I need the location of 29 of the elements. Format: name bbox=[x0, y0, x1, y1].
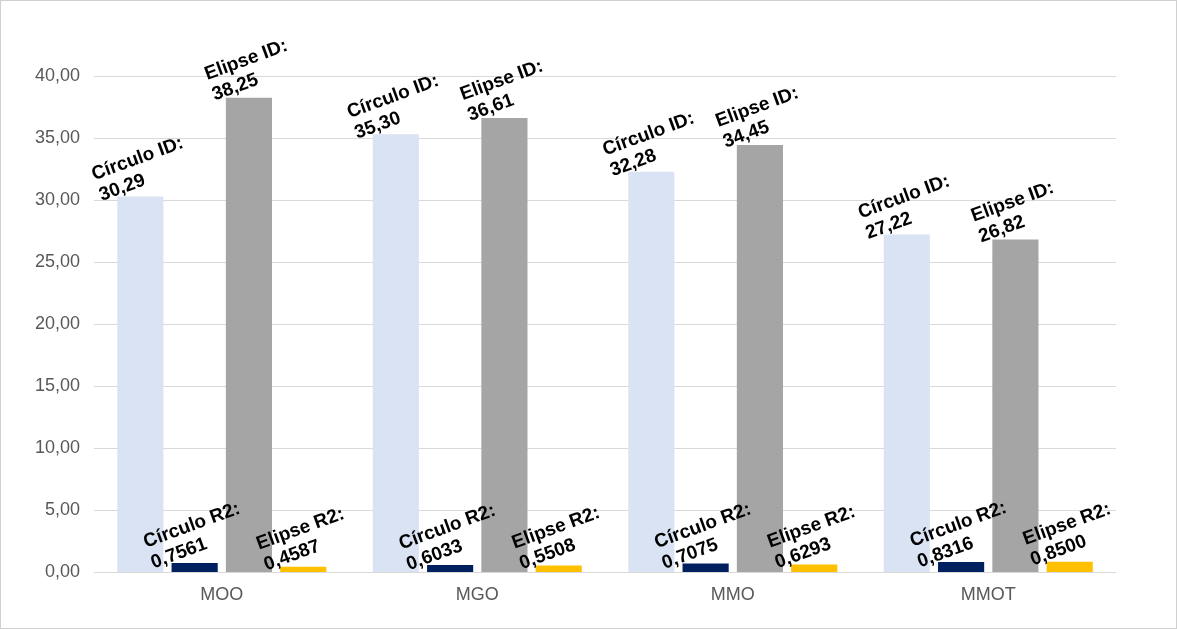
x-tick-label: MMO bbox=[710, 584, 755, 605]
y-tick-label: 10,00 bbox=[35, 437, 81, 458]
data-label: Círculo ID: 32,28 bbox=[599, 106, 697, 181]
data-label: Elipse ID: 36,61 bbox=[456, 54, 546, 125]
x-tick-label: MGO bbox=[455, 584, 499, 605]
data-label: Círculo R2: 0,7075 bbox=[651, 497, 754, 573]
data-label: Elipse R2: 0,5508 bbox=[508, 501, 603, 574]
data-label: Elipse ID: 34,45 bbox=[712, 81, 801, 152]
y-tick-label: 15,00 bbox=[35, 375, 81, 396]
data-label: Círculo R2: 0,7561 bbox=[140, 496, 243, 573]
y-tick-label: 20,00 bbox=[35, 313, 81, 334]
data-label: Elipse R2: 0,8500 bbox=[1019, 497, 1114, 570]
x-tick-label: MOO bbox=[200, 584, 244, 605]
data-label: Círculo ID: 35,30 bbox=[343, 69, 442, 143]
y-tick-label: 5,00 bbox=[45, 499, 81, 520]
data-label: Círculo R2: 0,6033 bbox=[395, 498, 499, 575]
data-label: Elipse R2: 0,6293 bbox=[764, 500, 858, 573]
data-label: Elipse ID: 38,25 bbox=[201, 34, 290, 105]
data-label: Círculo ID: 30,29 bbox=[88, 131, 186, 205]
y-tick-label: 35,00 bbox=[35, 127, 81, 148]
x-tick-label: MMOT bbox=[960, 584, 1016, 605]
y-tick-label: 40,00 bbox=[35, 64, 81, 85]
data-label: Elipse ID: 26,82 bbox=[967, 176, 1057, 247]
y-tick-label: 0,00 bbox=[45, 561, 81, 582]
y-tick-label: 25,00 bbox=[35, 251, 81, 272]
data-label: Elipse R2: 0,4587 bbox=[253, 502, 347, 575]
y-tick-label: 30,00 bbox=[35, 189, 81, 210]
data-label: Círculo R2: 0,8316 bbox=[906, 496, 1010, 572]
data-label: Círculo ID: 27,22 bbox=[854, 169, 953, 243]
